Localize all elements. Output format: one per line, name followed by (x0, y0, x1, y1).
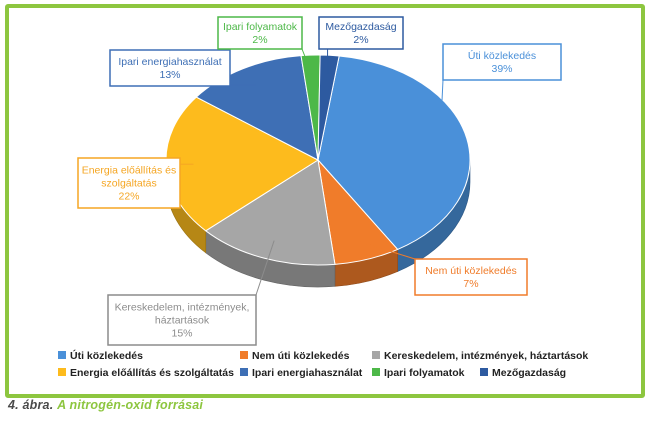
callout-box (318, 16, 404, 50)
legend-label: Úti közlekedés (70, 349, 143, 362)
caption-text: A nitrogén-oxid forrásai (57, 398, 204, 412)
callout-box (107, 294, 257, 346)
pie-slice-kereskedelem-intezmenyek-haztartasok (204, 159, 336, 266)
callout-label: háztartások (155, 315, 210, 327)
data-label: 22% (118, 191, 139, 203)
callout-label: Ipari folyamatok (223, 21, 298, 33)
data-label: 2% (353, 34, 368, 46)
legend-swatch (58, 368, 66, 376)
callout-box (414, 258, 528, 296)
legend-item-kereskedelem-intezmenyek-haztartasok: Kereskedelem, intézmények, háztartások (372, 350, 588, 362)
legend-swatch (58, 351, 66, 359)
legend-item-mezogazdasag: Mezőgazdaság (480, 367, 566, 379)
data-label: 15% (171, 328, 192, 340)
data-label: 2% (252, 34, 267, 46)
legend-label: Ipari energiahasználat (252, 367, 363, 379)
callout-box (77, 157, 181, 209)
legend-label: Nem úti közlekedés (252, 350, 350, 362)
legend-swatch (240, 368, 248, 376)
callout-leader (255, 240, 275, 296)
legend-item-ipari-folyamatok: Ipari folyamatok (372, 367, 465, 379)
callout-leader (439, 79, 444, 143)
callout-box (442, 43, 562, 81)
pie-slice-mezogazdasag (317, 54, 340, 161)
data-label: 7% (463, 278, 478, 290)
data-label: 39% (491, 63, 512, 75)
callout-label: szolgáltatás (101, 178, 156, 190)
legend: Úti közlekedés Nem úti közlekedés Keresked… (58, 349, 588, 379)
callout-leader (358, 240, 416, 260)
legend-label: Kereskedelem, intézmények, háztartások (384, 350, 588, 362)
legend-item-nem-uti-kozlekedes: Nem úti közlekedés (240, 350, 350, 362)
legend-item-energia-eloallitas-es-szolgaltatas: Energia előállítás és szolgáltatás (58, 367, 234, 379)
data-label: 13% (159, 69, 180, 81)
legend-label: Energia előállítás és szolgáltatás (70, 367, 234, 379)
legend-swatch (240, 351, 248, 359)
legend-label: Ipari folyamatok (384, 367, 465, 379)
legend-item-ipari-energiahasznalat: Ipari energiahasználat (240, 367, 363, 379)
callout-box (109, 49, 231, 87)
callout-box (217, 16, 303, 50)
callout-label: Kereskedelem, intézmények, (115, 302, 250, 314)
callout-label: Mezőgazdaság (325, 21, 396, 33)
callout-leader (301, 48, 313, 75)
figure-caption: 4. ábra. A nitrogén-oxid forrásai (8, 398, 203, 412)
callout-label: Úti közlekedés (468, 49, 536, 62)
pie-slice-uti-kozlekedes (317, 55, 471, 251)
pie-slices (165, 54, 471, 266)
legend-label: Mezőgazdaság (492, 367, 566, 379)
callout-label: Ipari energiahasználat (118, 56, 221, 68)
callout-label: Energia előállítás és (82, 165, 177, 177)
legend-swatch (372, 368, 380, 376)
legend-swatch (372, 351, 380, 359)
legend-item-uti-kozlekedes: Úti közlekedés (58, 349, 143, 362)
legend-swatch (480, 368, 488, 376)
caption-number: 4. ábra. (8, 398, 54, 412)
callout-label: Nem úti közlekedés (425, 265, 517, 277)
